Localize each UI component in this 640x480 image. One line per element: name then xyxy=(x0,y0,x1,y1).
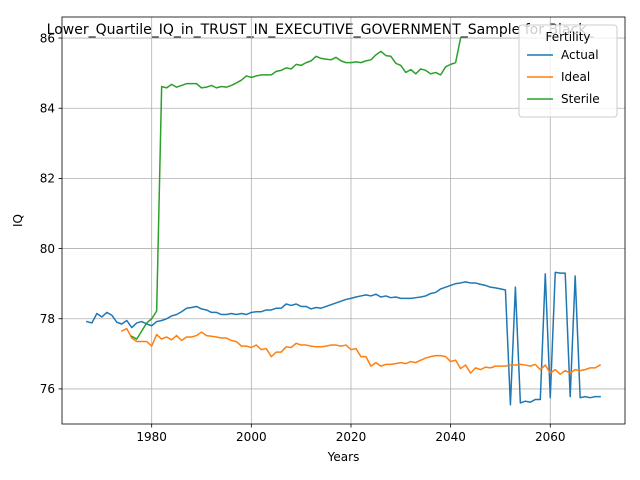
legend-entry-label: Sterile xyxy=(561,92,600,106)
legend-entry-label: Ideal xyxy=(561,70,590,84)
plot-frame xyxy=(61,16,626,425)
y-tick-label: 78 xyxy=(40,312,55,326)
y-tick-label: 80 xyxy=(40,242,55,256)
y-tick-label: 84 xyxy=(40,102,55,116)
legend-entry-label: Actual xyxy=(561,48,599,62)
axis-ticks: 1980 2000 2020 2040 2060 76 78 80 82 84 86 xyxy=(40,31,566,444)
series-line-sterile xyxy=(130,37,462,340)
series-line-ideal xyxy=(120,327,602,375)
x-tick-label: 2020 xyxy=(336,430,367,444)
series-line-actual xyxy=(85,271,601,406)
legend-entries: Actual Ideal Sterile xyxy=(527,48,600,106)
legend-box xyxy=(518,24,618,118)
y-tick-label: 76 xyxy=(40,382,55,396)
legend: Fertility Actual Ideal Sterile xyxy=(518,24,618,118)
x-axis-label: Years xyxy=(327,450,360,464)
x-tick-label: 2040 xyxy=(435,430,466,444)
y-axis-label: IQ xyxy=(11,214,25,227)
series-lines xyxy=(85,37,602,406)
chart-title: Lower_Quartile_IQ_in_TRUST_IN_EXECUTIVE_… xyxy=(47,22,595,38)
x-tick-label: 2000 xyxy=(236,430,267,444)
y-tick-label: 86 xyxy=(40,31,55,45)
x-tick-label: 1980 xyxy=(136,430,167,444)
y-tick-label: 82 xyxy=(40,172,55,186)
x-tick-label: 2060 xyxy=(535,430,566,444)
legend-title: Fertility xyxy=(545,30,590,44)
